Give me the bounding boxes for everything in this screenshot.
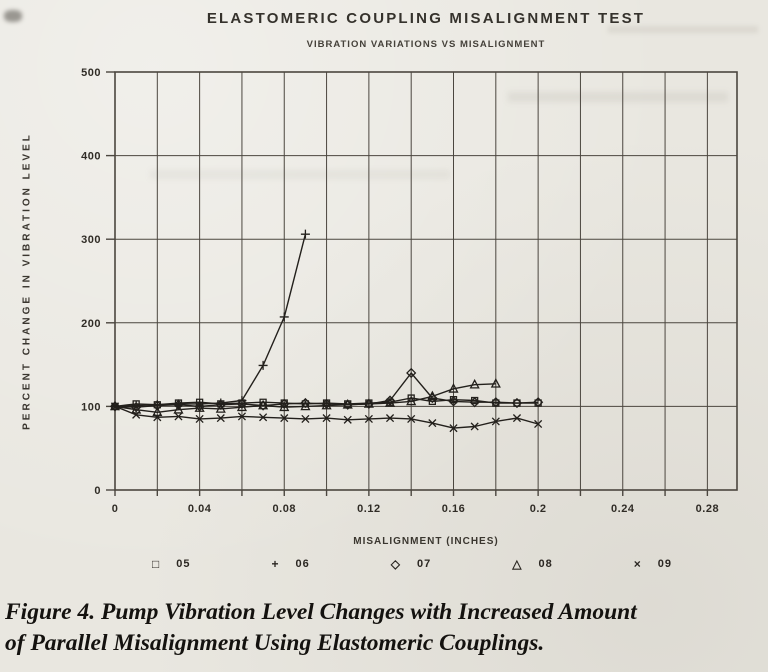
svg-text:0.12: 0.12 (357, 503, 380, 515)
svg-text:200: 200 (81, 318, 101, 330)
legend-label: 06 (295, 558, 310, 570)
svg-text:0: 0 (112, 503, 119, 515)
legend-label: 09 (657, 558, 672, 570)
figure-caption-line1: Figure 4. Pump Vibration Level Changes w… (5, 599, 637, 625)
legend-item-09: × 09 (634, 558, 672, 570)
triangle-marker-icon: △ (512, 557, 522, 571)
x-axis-label: MISALIGNMENT (INCHES) (353, 536, 499, 547)
svg-text:500: 500 (81, 67, 101, 79)
legend-item-06: + 06 (272, 558, 310, 570)
legend-label: 08 (538, 558, 553, 570)
legend-label: 05 (176, 558, 191, 570)
svg-text:0.08: 0.08 (273, 503, 296, 515)
svg-text:0.16: 0.16 (442, 503, 465, 515)
chart-subtitle: VIBRATION VARIATIONS VS MISALIGNMENT (306, 39, 546, 50)
legend-item-07: ◇ 07 (391, 558, 431, 570)
svg-text:0.04: 0.04 (188, 503, 212, 515)
diamond-marker-icon: ◇ (390, 557, 400, 571)
legend-label: 07 (417, 558, 432, 570)
figure-caption-line2: of Parallel Misalignment Using Elastomer… (5, 630, 545, 656)
y-axis-label: PERCENT CHANGE IN VIBRATION LEVEL (21, 132, 33, 430)
svg-text:100: 100 (81, 401, 101, 413)
plus-marker-icon: + (271, 557, 279, 571)
svg-text:400: 400 (81, 151, 101, 163)
svg-text:300: 300 (81, 234, 101, 246)
chart-legend: □ 05 + 06 ◇ 07 △ 08 × 09 (152, 558, 672, 570)
chart-title: ELASTOMERIC COUPLING MISALIGNMENT TEST (206, 10, 646, 27)
vibration-vs-misalignment-chart: 0 0.04 0.08 0.12 0.16 0.2 0.24 0.28 0 100 200 300 40… (81, 67, 738, 515)
legend-item-05: □ 05 (152, 558, 191, 570)
svg-text:0.24: 0.24 (611, 503, 635, 515)
x-marker-icon: × (633, 557, 641, 571)
legend-item-08: △ 08 (512, 558, 552, 570)
svg-text:0.2: 0.2 (530, 503, 547, 515)
svg-text:0.28: 0.28 (696, 503, 719, 515)
figure-caption: Figure 4. Pump Vibration Level Changes w… (5, 597, 765, 659)
square-marker-icon: □ (152, 557, 160, 571)
svg-text:0: 0 (94, 485, 101, 497)
